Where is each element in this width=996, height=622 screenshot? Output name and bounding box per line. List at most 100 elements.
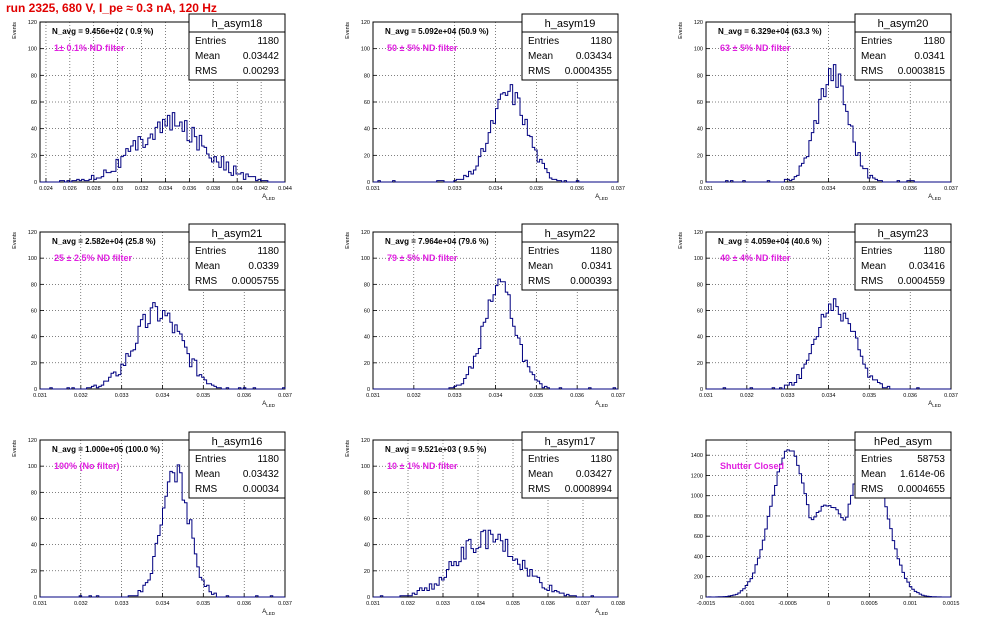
x-tick-label: 0.035 [196, 393, 210, 399]
x-tick-label: 0.032 [407, 393, 421, 399]
stats-entries-value: 1180 [590, 246, 612, 257]
stats-box [854, 31, 952, 81]
x-tick-label: 0.033 [781, 393, 795, 399]
x-tick-label: 0.035 [196, 601, 210, 607]
x-tick-label: 0.037 [944, 393, 958, 399]
y-tick-label: 200 [694, 575, 703, 581]
y-tick-label: 1200 [691, 473, 703, 479]
stats-mean-value: 0.0341 [581, 261, 612, 272]
x-tick-label: 0.028 [87, 186, 101, 192]
x-tick-label: 0.04 [232, 186, 243, 192]
x-tick-label: 0.037 [278, 601, 292, 607]
histogram-name: h_asym16 [212, 436, 263, 448]
y-tick-label: 80 [31, 490, 37, 496]
stats-entries-value: 1180 [257, 246, 279, 257]
x-tick-label: 0.034 [489, 393, 503, 399]
navg-label: N_avg = 9.521e+03 ( 9.5 %) [385, 445, 487, 454]
y-tick-label: 80 [364, 282, 370, 288]
navg-label: N_avg = 2.582e+04 (25.8 %) [52, 237, 156, 246]
histogram-line-h_asym23 [706, 298, 951, 390]
y-tick-label: 20 [697, 361, 703, 367]
y-tick-label: 0 [34, 595, 37, 601]
x-tick-label: 0.033 [115, 393, 129, 399]
x-tick-label: 0.034 [156, 393, 170, 399]
stats-rms-value: 0.00293 [243, 66, 280, 77]
histogram-name: h_asym20 [878, 18, 929, 30]
x-axis-title: ALED [928, 401, 942, 408]
x-axis-title: ALED [595, 609, 609, 616]
stats-entries-label: Entries [528, 246, 559, 257]
stats-rms-value: 0.00034 [243, 484, 280, 495]
histogram-line-h_asym17 [373, 529, 618, 598]
x-tick-label: 0.031 [699, 393, 713, 399]
y-tick-label: 80 [697, 73, 703, 79]
histogram-line-hPed_asym [706, 449, 951, 598]
stats-mean-value: 0.03442 [243, 51, 280, 62]
y-tick-label: 100 [361, 464, 370, 470]
x-tick-label: 0.033 [448, 393, 462, 399]
x-tick-label: 0.035 [529, 393, 543, 399]
x-tick-label: 0.031 [366, 393, 380, 399]
x-tick-label: -0.001 [739, 601, 755, 607]
stats-mean-label: Mean [528, 261, 553, 272]
filter-label: 1± 0.1% ND filter [54, 43, 125, 53]
stats-box [854, 449, 952, 499]
x-tick-label: 0.034 [471, 601, 485, 607]
stats-box [188, 449, 286, 499]
x-tick-label: 0.037 [278, 393, 292, 399]
histogram-line-h_asym19 [373, 84, 618, 183]
x-axis-title: ALED [262, 609, 276, 616]
y-tick-label: 120 [694, 20, 703, 26]
histogram-line-h_asym20 [706, 64, 951, 183]
x-tick-label: 0.036 [183, 186, 197, 192]
x-tick-label: 0.034 [822, 186, 836, 192]
filter-label: 100% (No filter) [54, 461, 120, 471]
x-tick-label: 0.0005 [861, 601, 878, 607]
stats-entries-label: Entries [861, 454, 892, 465]
y-tick-label: 20 [697, 153, 703, 159]
x-tick-label: 0.037 [944, 186, 958, 192]
x-axis-title: ALED [595, 401, 609, 408]
y-tick-label: 100 [28, 47, 37, 53]
x-tick-label: 0.037 [611, 186, 625, 192]
y-tick-label: 120 [28, 230, 37, 236]
y-tick-label: 40 [31, 127, 37, 133]
y-tick-label: 20 [31, 361, 37, 367]
y-tick-label: 100 [28, 256, 37, 262]
stats-mean-value: 1.614e-06 [900, 469, 945, 480]
histogram-pad-h_asym23: 0.031 0.032 0.033 0.034 0.035 0.036 0.037 0 20 40… [678, 223, 958, 408]
x-tick-label: 0.032 [74, 393, 88, 399]
y-tick-label: 60 [697, 309, 703, 315]
y-tick-label: 40 [364, 127, 370, 133]
y-tick-label: 80 [31, 282, 37, 288]
x-tick-label: 0.0015 [943, 601, 960, 607]
stats-rms-value: 0.000393 [570, 276, 612, 287]
y-tick-label: 100 [694, 256, 703, 262]
stats-mean-label: Mean [528, 469, 553, 480]
y-tick-label: 60 [31, 100, 37, 106]
y-tick-label: 120 [361, 438, 370, 444]
x-tick-label: 0.036 [903, 393, 917, 399]
x-axis-title: ALED [262, 194, 276, 201]
y-tick-label: 100 [361, 47, 370, 53]
x-tick-label: 0.035 [506, 601, 520, 607]
navg-label: N_avg = 6.329e+04 (63.3 %) [718, 27, 822, 36]
stats-mean-label: Mean [861, 469, 886, 480]
stats-box [854, 241, 952, 291]
stats-mean-value: 0.03416 [909, 261, 946, 272]
histogram-pad-h_asym22: 0.031 0.032 0.033 0.034 0.035 0.036 0.037 0 20 40… [345, 223, 625, 408]
x-tick-label: 0.033 [436, 601, 450, 607]
y-axis-title: Events [345, 440, 351, 457]
stats-rms-value: 0.0005755 [232, 276, 280, 287]
y-tick-label: 0 [367, 180, 370, 186]
x-tick-label: 0 [827, 601, 830, 607]
stats-entries-value: 1180 [257, 36, 279, 47]
histogram-name: h_asym18 [212, 18, 263, 30]
stats-mean-label: Mean [195, 261, 220, 272]
x-tick-label: -0.0005 [778, 601, 797, 607]
stats-rms-label: RMS [528, 66, 551, 77]
y-tick-label: 80 [31, 73, 37, 79]
stats-mean-value: 0.03432 [243, 469, 280, 480]
y-axis-title: Events [678, 22, 684, 39]
